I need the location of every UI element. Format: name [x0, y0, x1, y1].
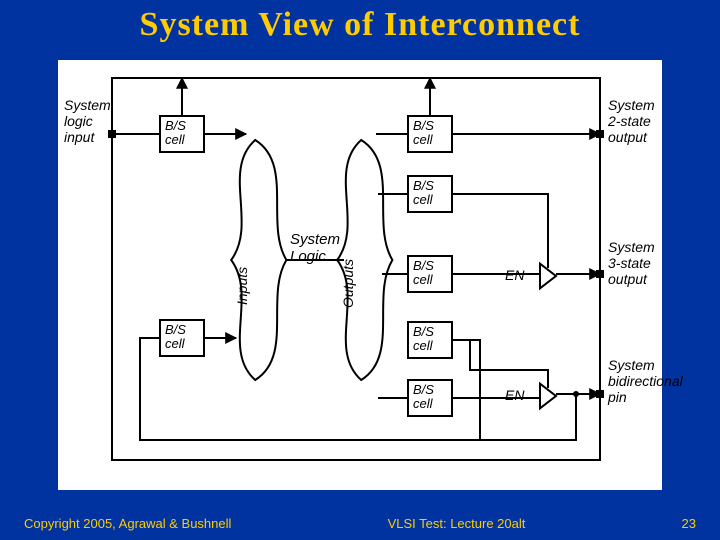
bs-in-bot-label: cell	[165, 336, 186, 351]
footer-left: Copyright 2005, Agrawal & Bushnell	[24, 516, 231, 531]
svg-text:logic: logic	[64, 113, 93, 129]
wire-w-bs2-feedback2	[452, 340, 480, 440]
wire-w-bs4-to-tri2en	[452, 340, 548, 388]
svg-text:System: System	[608, 239, 655, 255]
svg-text:System: System	[64, 97, 111, 113]
pin-in	[108, 130, 116, 138]
bs-out-1-label: B/S	[413, 118, 434, 133]
bs-out-1-label: cell	[413, 132, 434, 147]
wire-w-bs5-from-bidir	[480, 394, 576, 440]
label-system-logic-input: Systemlogicinput	[64, 97, 111, 145]
wire-w-bs2-to-tri1en	[452, 194, 548, 268]
svg-text:3-state: 3-state	[608, 255, 651, 271]
bs-out-5-label: cell	[413, 396, 434, 411]
svg-text:System: System	[608, 357, 655, 373]
svg-text:2-state: 2-state	[607, 113, 651, 129]
label-system-bidir-pin: Systembidirectionalpin	[607, 357, 684, 405]
svg-text:EN: EN	[505, 267, 525, 283]
svg-text:System: System	[290, 231, 340, 248]
pin-o3	[596, 270, 604, 278]
label-system-2state-output: System2-stateoutput	[607, 97, 655, 145]
bs-out-2-label: B/S	[413, 178, 434, 193]
slide-footer: Copyright 2005, Agrawal & Bushnell VLSI …	[0, 516, 720, 531]
bs-in-bot-label: B/S	[165, 322, 186, 337]
system-logic-inputs-blob	[231, 140, 286, 380]
bs-out-3-label: B/S	[413, 258, 434, 273]
label-en2: EN	[505, 387, 525, 403]
pin-o1	[596, 130, 604, 138]
svg-text:Logic: Logic	[290, 248, 326, 265]
footer-right: 23	[682, 516, 696, 531]
svg-text:input: input	[64, 129, 95, 145]
bs-in-top-label: cell	[165, 132, 186, 147]
svg-text:bidirectional: bidirectional	[608, 373, 684, 389]
bs-out-5-label: B/S	[413, 382, 434, 397]
junction-dot	[573, 391, 579, 397]
label-outputs-label: Outputs	[340, 259, 356, 308]
label-system-3state-output: System3-stateoutput	[608, 239, 655, 287]
svg-text:output: output	[608, 129, 648, 145]
diagram-svg: B/ScellB/ScellB/ScellB/ScellB/ScellB/Sce…	[0, 0, 720, 540]
label-inputs-label: Inputs	[234, 267, 250, 305]
label-en1: EN	[505, 267, 525, 283]
svg-text:System: System	[608, 97, 655, 113]
svg-text:output: output	[608, 271, 648, 287]
svg-text:Outputs: Outputs	[340, 259, 356, 308]
svg-text:pin: pin	[607, 389, 627, 405]
slide: System View of Interconnect B/ScellB/Sce…	[0, 0, 720, 540]
bs-out-4-label: cell	[413, 338, 434, 353]
footer-center: VLSI Test: Lecture 20alt	[388, 516, 526, 531]
bs-out-2-label: cell	[413, 192, 434, 207]
pin-bd	[596, 390, 604, 398]
svg-text:EN: EN	[505, 387, 525, 403]
bs-in-top-label: B/S	[165, 118, 186, 133]
bs-out-4-label: B/S	[413, 324, 434, 339]
svg-text:Inputs: Inputs	[234, 267, 250, 305]
bs-out-3-label: cell	[413, 272, 434, 287]
